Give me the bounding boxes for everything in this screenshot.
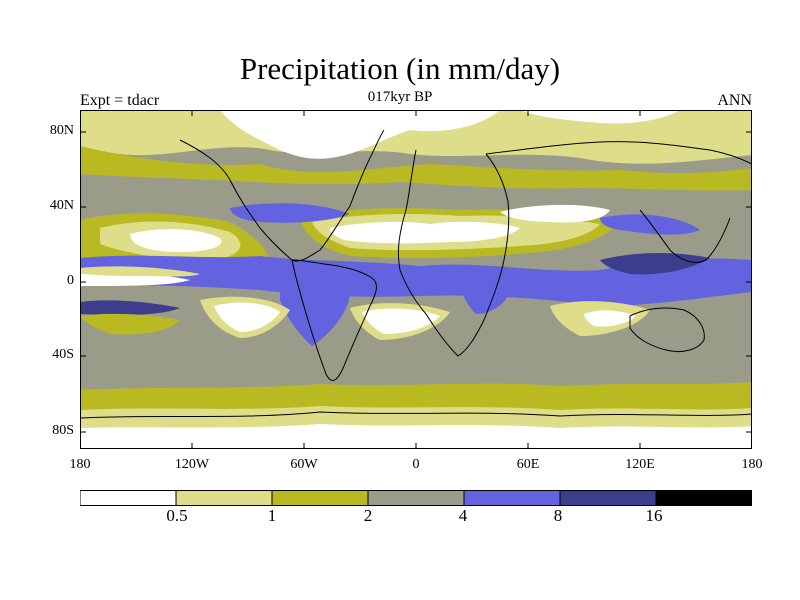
colorbar-box bbox=[175, 490, 273, 506]
lat-label-40s: 40S bbox=[52, 347, 74, 362]
lon-label-60w: 60W bbox=[290, 457, 318, 472]
colorbar-box bbox=[463, 490, 561, 506]
atlantic-storm-blue bbox=[230, 203, 350, 223]
lon-label-180w: 180 bbox=[69, 457, 91, 472]
lon-label-180e: 180 bbox=[741, 457, 763, 472]
equatorial-dry-edge bbox=[80, 266, 200, 277]
colorbar-label: 8 bbox=[553, 506, 563, 525]
colorbar bbox=[80, 490, 752, 506]
map-ticks bbox=[80, 110, 752, 449]
chart-title: Precipitation (in mm/day) bbox=[239, 51, 561, 86]
itcz-core bbox=[600, 253, 710, 275]
arctic-moderate-band bbox=[80, 146, 752, 191]
colorbar-label: 0.5 bbox=[166, 506, 188, 525]
congo-wet bbox=[460, 278, 510, 314]
antarctic-white bbox=[80, 424, 752, 449]
west-pacific-core bbox=[80, 300, 180, 316]
experiment-label: Expt = tdacr bbox=[80, 92, 160, 109]
colorbar-label: 2 bbox=[363, 506, 373, 525]
colorbar-label: 16 bbox=[645, 506, 663, 525]
precipitation-map bbox=[80, 110, 752, 449]
south-pacific-white bbox=[214, 302, 280, 332]
north-america-coast bbox=[179, 129, 385, 262]
north-pacific-white bbox=[130, 229, 222, 252]
colorbar-box bbox=[271, 490, 369, 506]
chart-subtitle: 017kyr BP bbox=[367, 89, 433, 105]
coastlines bbox=[80, 129, 752, 419]
lon-label-60e: 60E bbox=[516, 457, 540, 472]
lon-label-120w: 120W bbox=[174, 457, 210, 472]
lon-label-0: 0 bbox=[412, 457, 420, 472]
lat-label-80n: 80N bbox=[49, 123, 74, 138]
india-blue bbox=[600, 214, 700, 235]
season-label: ANN bbox=[717, 92, 752, 109]
arabia-white bbox=[500, 204, 610, 223]
sahara-white bbox=[330, 221, 520, 244]
colorbar-box bbox=[559, 490, 657, 506]
colorbar-box bbox=[367, 490, 465, 506]
colorbar-box bbox=[80, 490, 177, 506]
south-america-coast bbox=[291, 259, 377, 381]
amazon-wet bbox=[280, 278, 350, 346]
south-indian-white bbox=[584, 310, 636, 327]
lat-label-40n: 40N bbox=[49, 198, 74, 213]
lon-label-120e: 120E bbox=[625, 457, 655, 472]
lat-label-0: 0 bbox=[67, 273, 74, 288]
south-atlantic-white bbox=[362, 308, 440, 334]
colorbar-label: 1 bbox=[267, 506, 277, 525]
antarctica-coast bbox=[80, 411, 752, 419]
lat-label-80s: 80S bbox=[52, 423, 74, 438]
asia-coast bbox=[485, 141, 752, 263]
colorbar-box bbox=[655, 490, 752, 506]
colorbar-label: 4 bbox=[458, 506, 468, 525]
arctic-white bbox=[220, 110, 500, 159]
europe-africa-coast bbox=[397, 149, 510, 357]
south-pacific-east-dry bbox=[80, 313, 180, 335]
australia-coast bbox=[629, 307, 705, 353]
itcz-band bbox=[80, 255, 752, 306]
